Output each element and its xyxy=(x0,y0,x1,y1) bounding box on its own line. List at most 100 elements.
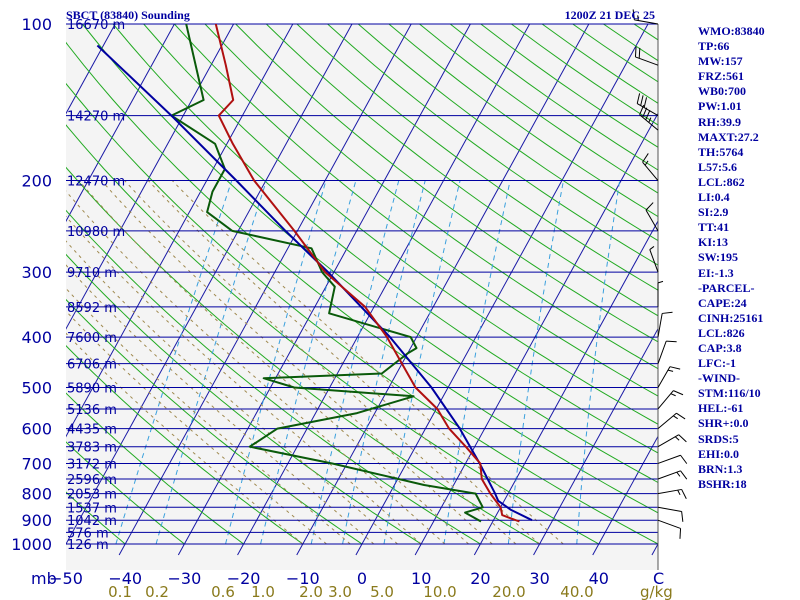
index-item: TT:41 xyxy=(698,220,730,235)
index-item: PW:1.01 xyxy=(698,99,742,114)
wind-barb xyxy=(657,488,687,499)
pressure-tick-label: 200 xyxy=(21,172,52,191)
wind-barb-feather xyxy=(645,110,651,121)
wind-barb-half-feather xyxy=(648,117,652,123)
moist-adiabat-line xyxy=(66,190,446,545)
height-label: 2596 m xyxy=(67,473,117,488)
wind-barb-feather xyxy=(680,470,688,480)
wind-barb-staff xyxy=(657,390,674,410)
isotherm-line xyxy=(66,24,353,546)
wind-barb-half-feather xyxy=(676,471,681,477)
wind-barb-staff xyxy=(657,470,681,480)
dewpoint-profile xyxy=(170,24,484,523)
parcel-profile xyxy=(96,44,533,522)
temperature-tick-label: 30 xyxy=(529,569,549,588)
mixing-ratio-label: 40.0 xyxy=(560,583,593,600)
height-label: 126 m xyxy=(67,538,109,553)
wind-barb xyxy=(636,93,659,117)
temperature-tick-label: 20 xyxy=(470,569,490,588)
mixing-ratio-label: 5.0 xyxy=(370,583,394,600)
temperature-unit-label: C xyxy=(653,569,664,588)
wind-barb xyxy=(649,246,659,273)
pressure-tick-label: 1000 xyxy=(11,535,52,554)
wind-barb-half-feather xyxy=(637,15,639,21)
index-item: -WIND- xyxy=(698,371,740,386)
isotherm-line xyxy=(355,24,649,556)
wind-barb-half-feather xyxy=(649,246,655,250)
temperature-tick-label: 0 xyxy=(357,569,367,588)
temperature-tick-label: −10 xyxy=(286,569,320,588)
wind-barb-half-feather xyxy=(670,393,676,397)
pressure-tick-label: 600 xyxy=(21,420,52,439)
wind-barb xyxy=(632,9,659,25)
wind-barb-feather xyxy=(642,107,648,118)
moist-adiabat-line xyxy=(66,310,327,545)
mixing-ratio-label: 10.0 xyxy=(423,583,456,600)
index-item: MW:157 xyxy=(698,54,743,69)
wind-barb-feather xyxy=(662,311,673,314)
wind-barb-half-feather xyxy=(667,369,674,372)
moist-adiabat-line xyxy=(66,287,351,545)
wind-barb-feather xyxy=(636,93,641,104)
height-label: 9710 m xyxy=(67,266,117,281)
wind-barb xyxy=(634,46,659,66)
plot-area xyxy=(66,24,658,570)
wind-barb-feather xyxy=(642,153,649,163)
height-label: 10980 m xyxy=(67,225,125,240)
index-item: SRDS:5 xyxy=(698,431,739,446)
temperature-tick-label: −40 xyxy=(108,569,142,588)
mixing-ratio-label: 0.6 xyxy=(211,583,235,600)
wind-barb xyxy=(642,153,659,181)
wind-barbs xyxy=(632,9,688,539)
isotherm-line xyxy=(66,24,116,115)
wind-barb xyxy=(657,311,673,338)
temperature-tick-label: 10 xyxy=(411,569,431,588)
wind-barb xyxy=(657,390,684,410)
isotherm-line xyxy=(66,24,175,223)
mixing-ratio-label: 0.2 xyxy=(145,583,169,600)
wind-barb-feather xyxy=(676,412,686,420)
index-item: BRN:1.3 xyxy=(698,461,743,476)
mixing-ratio-label: 0.1 xyxy=(108,583,132,600)
index-item: LFC:-1 xyxy=(698,356,736,371)
isobars xyxy=(66,23,659,570)
moist-adiabat-line xyxy=(101,180,493,545)
height-label: 1537 m xyxy=(67,501,117,516)
isotherm-line xyxy=(237,24,531,556)
wind-barb xyxy=(639,104,659,131)
moist-adiabat-line xyxy=(66,332,304,545)
height-label: 3783 m xyxy=(67,441,117,456)
height-label: 8592 m xyxy=(67,301,117,316)
isotherm-line xyxy=(533,327,658,556)
wind-barb-feather xyxy=(669,366,681,370)
isotherm-line xyxy=(0,24,56,555)
index-item: BSHR:18 xyxy=(698,476,747,491)
wind-barb xyxy=(657,366,681,388)
wind-barb xyxy=(657,412,686,430)
wind-barb-half-feather xyxy=(644,160,649,166)
wind-barb-feather xyxy=(645,202,654,211)
temperature-profile xyxy=(214,24,520,523)
wind-barb-feather xyxy=(678,434,687,443)
index-item: RH:39.9 xyxy=(698,114,741,129)
pressure-tick-label: 500 xyxy=(21,378,52,397)
wind-barb-feather xyxy=(643,97,648,108)
index-item: FRZ:561 xyxy=(698,69,744,84)
index-item: EHI:0.0 xyxy=(698,446,740,461)
index-item: LCL:826 xyxy=(698,325,745,340)
wind-barb-feather xyxy=(679,528,682,539)
mixing-ratio-label: 2.0 xyxy=(299,583,323,600)
height-label: 2053 m xyxy=(67,488,117,503)
pressure-tick-label: 400 xyxy=(21,328,52,347)
wind-barb-feather xyxy=(632,9,635,20)
height-label: 3172 m xyxy=(67,457,117,472)
isotherm-line xyxy=(414,112,658,556)
wind-barb xyxy=(657,470,688,480)
pressure-tick-label: 800 xyxy=(21,485,52,504)
index-item: CAP:3.8 xyxy=(698,340,742,355)
moist-adiabat-line xyxy=(78,180,469,545)
height-label: 16670 m xyxy=(67,18,125,33)
isotherm-line xyxy=(66,24,294,438)
index-item: LCL:862 xyxy=(698,174,745,189)
